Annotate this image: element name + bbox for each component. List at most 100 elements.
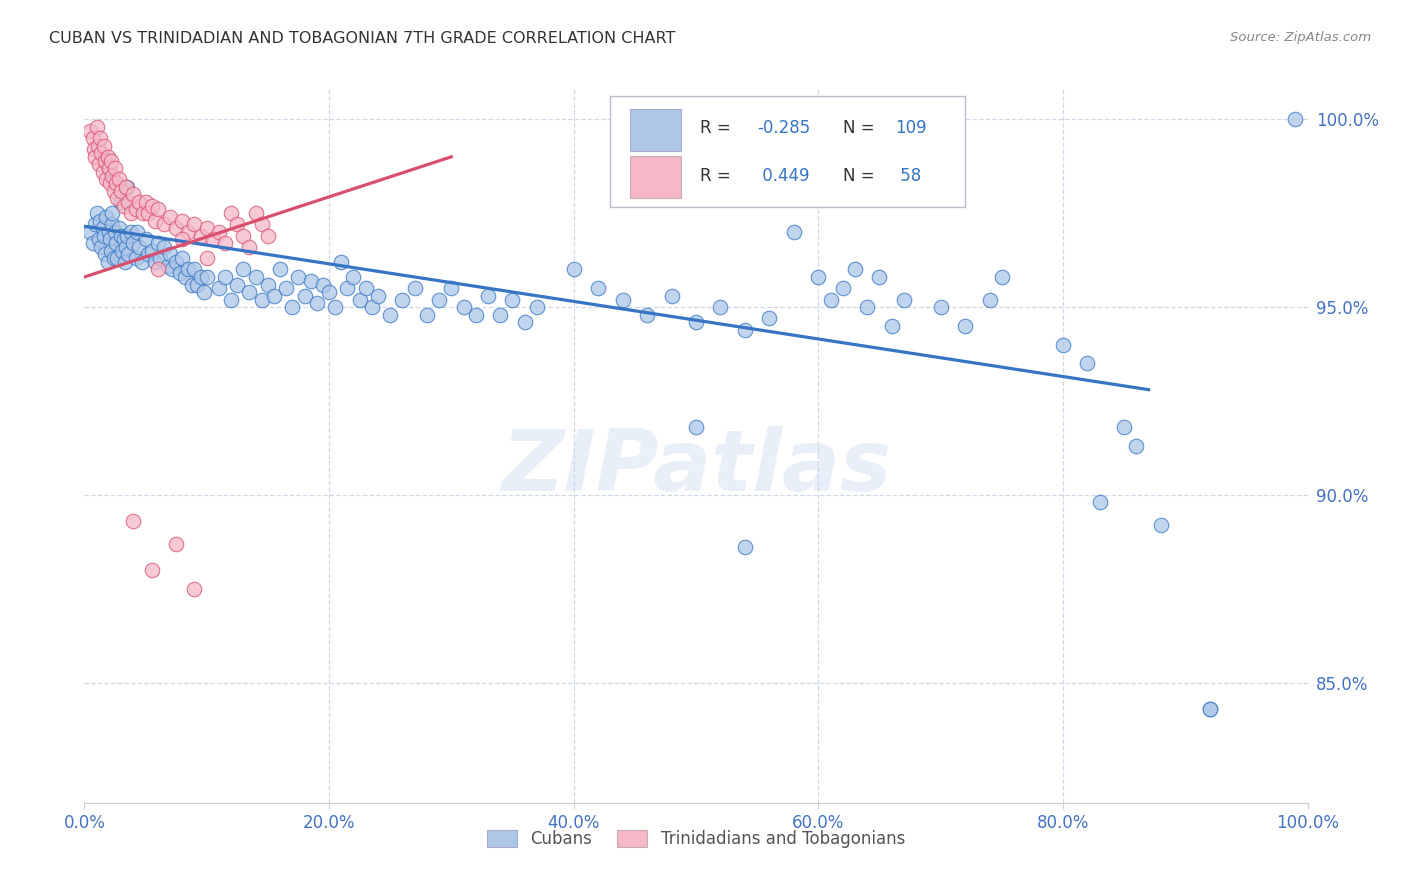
Point [190,270,212,285]
Point [143,255,166,269]
Text: R =: R = [700,168,735,186]
Point [1284,112,1306,127]
Point [115,240,138,254]
Point [172,232,194,246]
Point [190,228,212,243]
Point [98,176,121,190]
Point [172,213,194,227]
Point [276,281,298,295]
Point [177,262,200,277]
Point [416,308,439,322]
Point [103,251,125,265]
Point [195,251,218,265]
Point [125,251,148,265]
Point [136,206,159,220]
Point [612,293,634,307]
Point [86,120,108,134]
Point [169,266,191,280]
Point [193,285,215,299]
FancyBboxPatch shape [630,155,682,198]
Point [636,308,658,322]
Point [153,218,176,232]
Point [526,300,548,314]
Point [177,225,200,239]
Point [107,221,129,235]
Point [336,281,359,295]
Point [141,199,163,213]
Point [226,277,249,292]
Point [513,315,536,329]
Point [299,274,322,288]
Point [98,232,121,246]
Point [1052,337,1074,351]
Point [172,251,194,265]
Point [82,131,104,145]
Point [120,225,142,239]
Point [820,293,842,307]
Text: CUBAN VS TRINIDADIAN AND TOBAGONIAN 7TH GRADE CORRELATION CHART: CUBAN VS TRINIDADIAN AND TOBAGONIAN 7TH … [49,31,676,46]
Point [477,289,499,303]
Point [101,218,124,232]
Point [183,582,205,596]
Point [146,262,169,277]
Point [111,244,134,258]
Point [105,236,128,251]
Point [464,308,486,322]
Text: -0.285: -0.285 [758,120,810,137]
Point [141,563,163,577]
Point [685,315,707,329]
Point [219,293,242,307]
Point [991,270,1014,285]
Point [101,169,124,183]
Point [107,172,129,186]
Point [1114,420,1136,434]
Point [214,270,236,285]
Point [93,228,115,243]
Point [101,206,124,220]
Text: 109: 109 [896,120,927,137]
Point [105,251,128,265]
Point [87,138,110,153]
Point [97,161,120,175]
Point [323,300,346,314]
Point [195,270,218,285]
Point [104,161,127,175]
Point [110,184,132,198]
Point [115,179,138,194]
Point [232,228,254,243]
Point [807,270,830,285]
Point [1198,702,1220,716]
FancyBboxPatch shape [610,96,965,207]
Point [257,277,280,292]
Point [1150,517,1173,532]
Point [165,255,187,269]
Point [208,281,231,295]
Point [391,293,413,307]
Point [114,255,136,269]
Point [186,277,208,292]
Point [440,281,463,295]
Point [250,293,273,307]
Text: ZIPatlas: ZIPatlas [501,425,891,509]
Point [87,157,110,171]
Point [94,247,117,261]
Point [226,218,249,232]
Point [156,259,179,273]
Point [97,255,120,269]
Point [90,146,112,161]
Point [342,270,364,285]
Point [135,194,157,209]
Point [360,300,382,314]
Point [112,232,135,246]
Point [90,240,112,254]
Point [117,247,139,261]
Point [367,289,389,303]
Point [281,300,304,314]
Point [149,251,172,265]
Point [562,262,585,277]
Legend: Cubans, Trinidadians and Tobagonians: Cubans, Trinidadians and Tobagonians [481,823,911,855]
Point [110,228,132,243]
Point [84,150,107,164]
Point [79,225,101,239]
Point [734,322,756,336]
